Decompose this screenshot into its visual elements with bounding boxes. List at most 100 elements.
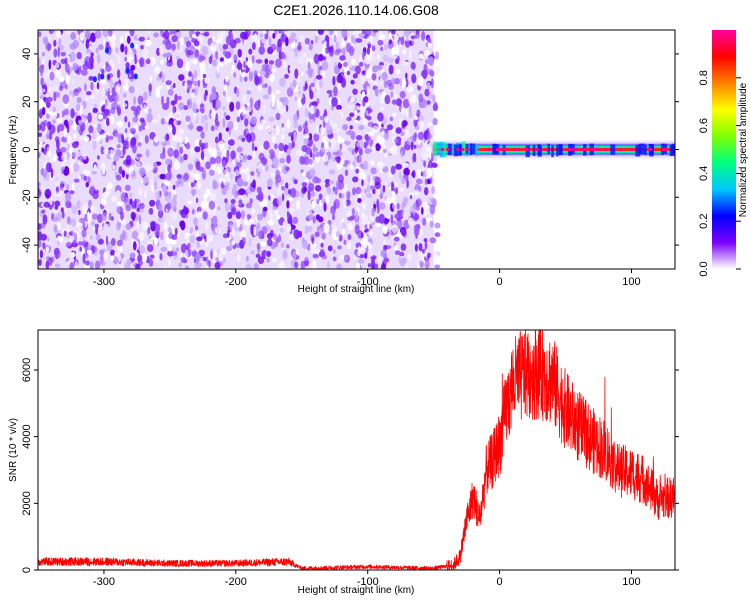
noise-blob	[429, 237, 437, 244]
noise-blob	[352, 88, 358, 95]
noise-blob	[341, 221, 346, 230]
noise-blob	[137, 142, 142, 147]
noise-blob	[120, 211, 124, 221]
noise-blob	[361, 214, 369, 225]
noise-blob	[403, 167, 410, 176]
noise-blob	[62, 200, 65, 208]
noise-blob	[183, 173, 190, 181]
noise-blob	[95, 260, 101, 269]
noise-blob	[394, 46, 400, 55]
noise-blob	[189, 227, 194, 233]
noise-blob	[272, 233, 277, 241]
noise-blob	[317, 36, 320, 41]
noise-blob	[176, 196, 179, 204]
noise-blob	[66, 216, 71, 226]
noise-blob	[196, 236, 203, 242]
noise-blob	[358, 148, 363, 156]
noise-blob	[181, 256, 186, 264]
noise-blob	[255, 59, 263, 64]
noise-blob	[156, 47, 161, 56]
noise-blob	[136, 219, 140, 229]
noise-blob	[417, 131, 425, 141]
noise-blob	[210, 192, 217, 201]
noise-blob	[202, 82, 208, 89]
noise-blob	[314, 248, 321, 255]
colorbar-label: Normalized spectral amplitude	[738, 82, 749, 217]
noise-blob	[187, 163, 194, 171]
noise-blob	[258, 46, 265, 55]
noise-blob	[358, 124, 365, 131]
noise-blob	[253, 225, 257, 237]
noise-blob	[165, 158, 172, 166]
noise-blob	[208, 169, 215, 176]
noise-blob	[90, 32, 96, 43]
noise-blob	[125, 61, 130, 70]
noise-blob	[332, 213, 335, 221]
noise-blob	[380, 188, 384, 197]
noise-blob	[416, 178, 423, 185]
noise-blob	[402, 48, 407, 55]
noise-blob	[394, 214, 400, 219]
noise-blob	[76, 200, 81, 209]
noise-blob	[116, 239, 123, 247]
noise-blob	[353, 255, 357, 261]
noise-blob	[42, 242, 46, 250]
noise-blob	[257, 146, 264, 153]
noise-blob	[394, 250, 401, 255]
noise-blob	[290, 30, 298, 33]
noise-blob	[105, 64, 112, 72]
noise-blob	[429, 204, 436, 215]
noise-blob	[326, 185, 332, 195]
noise-blob	[194, 86, 198, 96]
noise-blob	[423, 50, 431, 56]
noise-blob	[342, 47, 346, 58]
noise-blob	[222, 90, 226, 97]
noise-blob	[142, 47, 149, 59]
noise-blob	[431, 162, 438, 168]
noise-blob	[405, 35, 409, 42]
noise-blob	[221, 186, 228, 195]
noise-blob	[157, 113, 161, 122]
noise-blob	[355, 263, 361, 269]
noise-blob	[410, 87, 414, 92]
noise-blob	[381, 90, 387, 98]
noise-blob	[339, 55, 346, 61]
noise-blob	[271, 134, 277, 144]
noise-blob	[395, 68, 401, 75]
snr-x-ticks: -300 -200 -100 0 100	[93, 570, 641, 588]
noise-blob	[54, 263, 61, 268]
noise-blob	[40, 233, 47, 241]
noise-blob	[311, 200, 316, 209]
noise-blob	[120, 265, 125, 269]
noise-blob	[306, 221, 312, 227]
noise-blob	[41, 64, 45, 70]
noise-blob	[130, 105, 137, 111]
noise-blob	[350, 97, 355, 103]
noise-blob	[269, 229, 274, 237]
noise-blob	[107, 182, 113, 190]
noise-blob	[130, 211, 136, 220]
noise-blob	[121, 170, 126, 178]
noise-blob	[238, 199, 243, 205]
noise-blob	[318, 53, 324, 62]
noise-blob	[38, 202, 42, 208]
noise-blob	[331, 97, 338, 107]
noise-blob	[433, 101, 438, 111]
carrier-peak	[487, 147, 491, 152]
noise-blob	[194, 252, 201, 263]
noise-blob	[434, 232, 441, 238]
noise-blob	[153, 161, 158, 169]
noise-blob	[434, 65, 441, 75]
noise-blob	[325, 195, 330, 205]
noise-blob	[380, 262, 387, 269]
noise-blob	[366, 193, 373, 198]
carrier-segment	[470, 143, 476, 155]
noise-blob	[111, 216, 114, 221]
noise-blob	[113, 93, 117, 103]
noise-blob	[384, 94, 391, 105]
noise-blob	[46, 43, 52, 51]
carrier-segment	[644, 144, 647, 156]
noise-blob	[175, 247, 179, 252]
noise-blob	[324, 141, 329, 150]
noise-blob	[352, 176, 359, 183]
